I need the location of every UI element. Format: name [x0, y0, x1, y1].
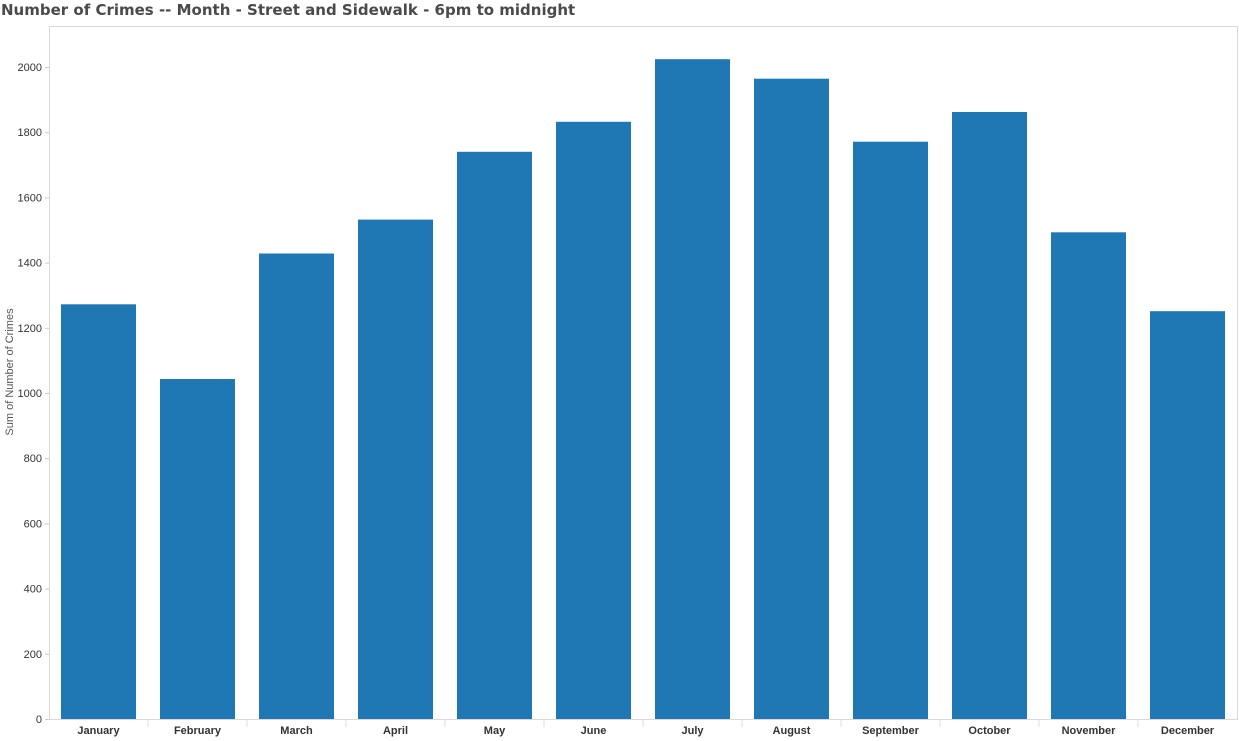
- y-axis-title: Sum of Number of Crimes: [4, 308, 16, 436]
- y-tick-label: 600: [24, 518, 42, 530]
- bar-november[interactable]: [1051, 232, 1126, 720]
- x-category-label: December: [1161, 725, 1215, 737]
- bar-may[interactable]: [457, 151, 532, 720]
- bar-april[interactable]: [358, 219, 433, 719]
- x-category-label: August: [773, 725, 811, 737]
- y-tick-label: 200: [24, 649, 42, 661]
- y-tick-label: 1800: [18, 127, 42, 139]
- x-category-label: July: [681, 725, 704, 737]
- x-category-label: April: [383, 725, 408, 737]
- bar-march[interactable]: [259, 253, 334, 720]
- x-axis: January February March April May June July Augu…: [77, 719, 1215, 737]
- y-tick-label: 1000: [18, 388, 42, 400]
- bar-september[interactable]: [853, 141, 928, 719]
- bar-june[interactable]: [556, 121, 631, 720]
- y-axis: 0 200 400 600 800 1000 1200 1400 1600 1800 2000: [18, 62, 49, 726]
- y-tick-label: 1200: [18, 323, 42, 335]
- x-category-label: September: [862, 725, 920, 737]
- bar-december[interactable]: [1150, 311, 1225, 719]
- x-category-label: November: [1062, 725, 1117, 737]
- bar-january[interactable]: [61, 304, 136, 719]
- y-tick-label: 400: [24, 584, 42, 596]
- x-category-label: March: [280, 725, 313, 737]
- y-tick-label: 1600: [18, 192, 42, 204]
- y-tick-label: 800: [24, 453, 42, 465]
- bar-october[interactable]: [952, 112, 1027, 719]
- x-category-label: October: [968, 725, 1011, 737]
- x-category-label: May: [484, 725, 506, 737]
- x-category-label: February: [174, 725, 222, 737]
- x-category-label: January: [77, 725, 120, 737]
- bar-july[interactable]: [655, 59, 730, 719]
- y-tick-label: 0: [36, 714, 42, 726]
- bars: [61, 59, 1225, 720]
- y-tick-label: 2000: [18, 62, 42, 74]
- bar-august[interactable]: [754, 78, 829, 719]
- y-tick-label: 1400: [18, 258, 42, 270]
- chart-title: Number of Crimes -- Month - Street and S…: [1, 1, 576, 19]
- x-category-label: June: [581, 725, 607, 737]
- bar-february[interactable]: [160, 379, 235, 719]
